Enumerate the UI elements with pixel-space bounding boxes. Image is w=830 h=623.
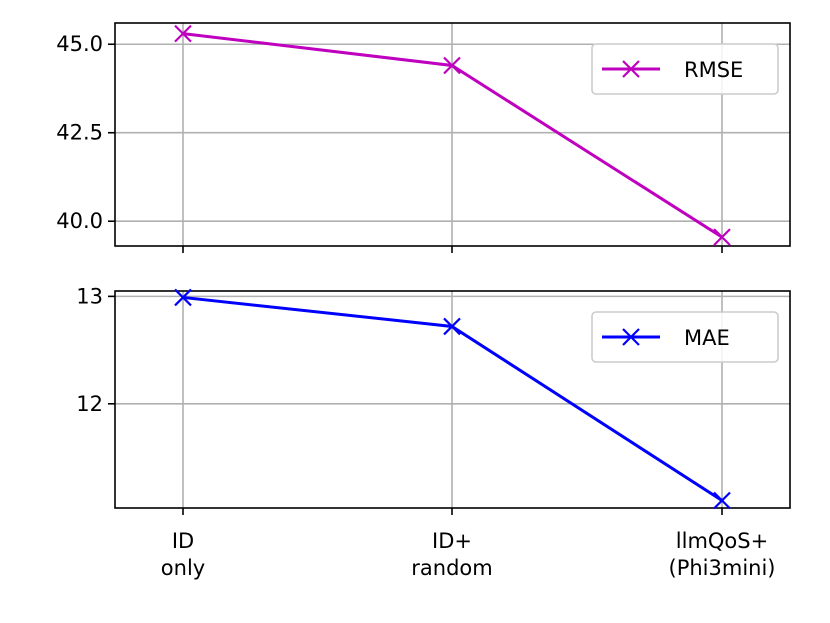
data-point-rmse-3 — [713, 228, 731, 246]
y-tick-label-1: 40.0 — [56, 209, 103, 233]
legend-marker — [622, 60, 640, 78]
data-point-mae-2 — [443, 317, 461, 336]
legend-label: MAE — [684, 326, 730, 350]
legend-box — [591, 311, 779, 363]
y-tick-label-2: 42.5 — [56, 121, 103, 145]
data-point-rmse-1 — [174, 24, 192, 43]
y-tick-label-2: 13 — [76, 284, 103, 308]
y-tick-label-3: 45.0 — [56, 32, 103, 56]
legend-marker — [622, 328, 640, 346]
data-point-rmse-2 — [443, 56, 461, 75]
panel-2: 12 13 MAE ID only ID+ random llmQoS+ (Phi3mini) — [76, 284, 791, 580]
panel-1: 40.0 42.5 45.0 RMSE — [56, 22, 791, 253]
legend: MAE — [591, 311, 779, 363]
legend-box — [591, 43, 779, 95]
data-point-mae-3 — [713, 491, 731, 510]
data-point-mae-1 — [174, 288, 192, 307]
legend-label: RMSE — [684, 58, 743, 82]
axes-frame — [114, 290, 791, 509]
y-tick-label-1: 12 — [76, 392, 103, 416]
axes-frame — [114, 22, 791, 247]
x-tick-label-1: ID only — [161, 529, 205, 580]
legend: RMSE — [591, 43, 779, 95]
x-tick-label-3: llmQoS+ (Phi3mini) — [669, 529, 776, 580]
x-tick-label-2: ID+ random — [411, 529, 492, 580]
